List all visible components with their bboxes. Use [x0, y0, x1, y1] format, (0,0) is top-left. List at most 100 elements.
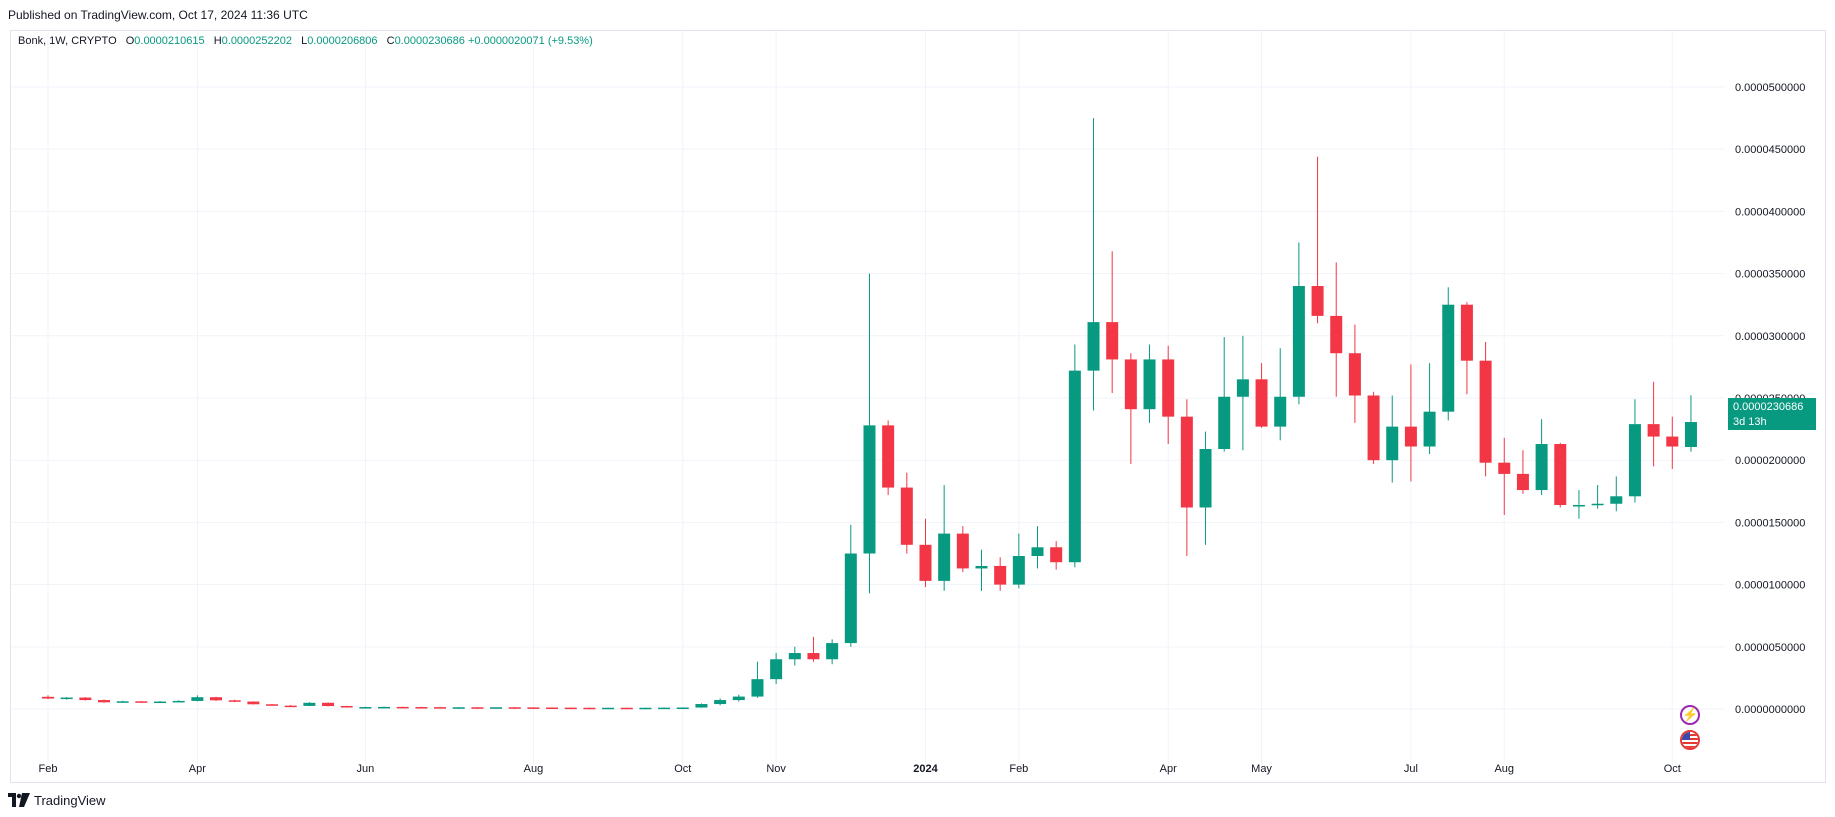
- candle[interactable]: [471, 707, 484, 709]
- candle[interactable]: [1180, 399, 1193, 556]
- candle[interactable]: [378, 706, 391, 709]
- y-axis-labels: 0.0000000000 0.0000050000 0.0000100000 0.00…: [1735, 82, 1805, 716]
- candle[interactable]: [154, 700, 167, 704]
- candle[interactable]: [714, 698, 727, 706]
- candle[interactable]: [1535, 419, 1548, 496]
- candle[interactable]: [527, 707, 540, 709]
- candle[interactable]: [1647, 381, 1660, 467]
- candle[interactable]: [938, 485, 951, 591]
- candle[interactable]: [303, 702, 316, 707]
- candle[interactable]: [1031, 526, 1044, 569]
- candle[interactable]: [975, 549, 988, 591]
- symbol-label[interactable]: Bonk, 1W, CRYPTO: [18, 35, 117, 47]
- candle[interactable]: [751, 661, 764, 698]
- candle[interactable]: [994, 557, 1007, 591]
- candle[interactable]: [452, 707, 465, 709]
- candle[interactable]: [1106, 251, 1119, 394]
- candle[interactable]: [340, 705, 353, 708]
- candle[interactable]: [284, 705, 297, 708]
- candle[interactable]: [620, 707, 633, 710]
- candle[interactable]: [247, 701, 260, 705]
- candle[interactable]: [956, 526, 969, 573]
- candle[interactable]: [1479, 342, 1492, 477]
- candle[interactable]: [639, 707, 652, 710]
- candle[interactable]: [60, 697, 73, 700]
- candle[interactable]: [1516, 450, 1529, 494]
- candle[interactable]: [1274, 348, 1287, 441]
- candle[interactable]: [1498, 437, 1511, 515]
- candle[interactable]: [396, 706, 409, 709]
- candle[interactable]: [826, 639, 839, 665]
- candle[interactable]: [116, 700, 129, 703]
- candle[interactable]: [1218, 337, 1231, 452]
- candle[interactable]: [1367, 391, 1380, 464]
- candle[interactable]: [42, 695, 54, 699]
- candle[interactable]: [583, 707, 596, 710]
- candle[interactable]: [1255, 363, 1268, 428]
- brand-name[interactable]: TradingView: [34, 792, 106, 808]
- candle[interactable]: [676, 707, 689, 710]
- candle[interactable]: [98, 699, 111, 703]
- candle[interactable]: [1143, 344, 1156, 423]
- candle[interactable]: [210, 696, 223, 701]
- candle[interactable]: [1572, 490, 1585, 519]
- candle[interactable]: [1348, 324, 1361, 423]
- candle[interactable]: [172, 700, 185, 703]
- candle[interactable]: [228, 699, 241, 703]
- candle[interactable]: [770, 653, 783, 685]
- candle[interactable]: [602, 707, 615, 710]
- candle[interactable]: [695, 703, 708, 708]
- candle[interactable]: [135, 701, 148, 703]
- candle[interactable]: [434, 706, 447, 709]
- candle[interactable]: [1554, 442, 1567, 508]
- candle[interactable]: [788, 646, 801, 666]
- candle[interactable]: [1292, 242, 1305, 405]
- candle[interactable]: [1684, 395, 1697, 452]
- candle[interactable]: [1199, 431, 1212, 545]
- candle[interactable]: [564, 707, 577, 710]
- candle[interactable]: [1423, 363, 1436, 454]
- us-flag-icon[interactable]: [1680, 730, 1700, 750]
- x-tick-label: Jun: [357, 763, 375, 775]
- candle[interactable]: [359, 706, 372, 709]
- candle[interactable]: [1386, 395, 1399, 483]
- candle[interactable]: [1068, 344, 1081, 568]
- candle[interactable]: [1124, 353, 1137, 464]
- candle[interactable]: [266, 703, 279, 706]
- candle[interactable]: [863, 273, 876, 594]
- candle[interactable]: [882, 420, 895, 496]
- candle[interactable]: [1666, 416, 1679, 469]
- candle[interactable]: [1311, 156, 1324, 324]
- candle[interactable]: [1628, 399, 1641, 503]
- candle[interactable]: [1162, 345, 1175, 445]
- candle[interactable]: [844, 524, 857, 647]
- candle[interactable]: [919, 518, 932, 588]
- candle-body: [116, 701, 129, 703]
- candle[interactable]: [508, 707, 521, 709]
- candle[interactable]: [322, 702, 335, 707]
- bolt-icon[interactable]: ⚡: [1680, 705, 1700, 725]
- candle[interactable]: [1330, 262, 1343, 397]
- candle[interactable]: [807, 636, 820, 662]
- close-value: 0.0000230686: [394, 35, 465, 47]
- candle[interactable]: [732, 694, 745, 702]
- candle[interactable]: [1087, 118, 1100, 411]
- candle[interactable]: [191, 695, 204, 702]
- candle[interactable]: [1012, 533, 1025, 589]
- candle[interactable]: [79, 697, 92, 701]
- candle[interactable]: [1591, 485, 1604, 509]
- candle[interactable]: [1442, 287, 1455, 421]
- candle[interactable]: [658, 707, 671, 710]
- candle[interactable]: [1050, 541, 1063, 570]
- candle[interactable]: [490, 707, 503, 709]
- candle[interactable]: [1404, 364, 1417, 482]
- candle[interactable]: [1460, 302, 1473, 395]
- candle[interactable]: [1236, 335, 1249, 451]
- candle[interactable]: [1610, 476, 1623, 512]
- candle[interactable]: [546, 707, 559, 710]
- candle[interactable]: [900, 472, 913, 554]
- candle[interactable]: [415, 706, 428, 709]
- chart-frame[interactable]: [10, 30, 1826, 783]
- tradingview-logo-icon[interactable]: [8, 793, 30, 807]
